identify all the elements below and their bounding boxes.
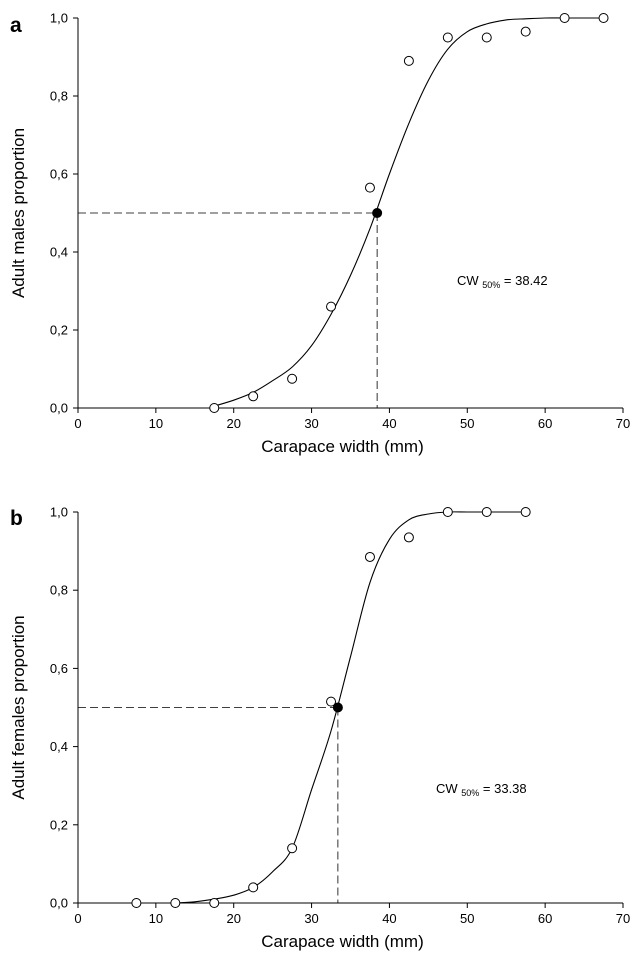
chart-a-x-tick-label: 0: [74, 416, 81, 431]
chart-b-y-tick-label: 1,0: [50, 505, 68, 520]
chart-b-cw-subscript: 50%: [461, 788, 479, 798]
chart-b-cw50-annotation: CW 50% = 33.38: [436, 781, 527, 798]
chart-b-y-tick-label: 0,6: [50, 661, 68, 676]
chart-b-data-point: [326, 696, 337, 707]
chart-b-y-axis-title: Adult females proportion: [9, 615, 28, 799]
chart-b: 0 10 20 30 40 50 60 70 0,0 0,2 0,4 0,6 0,8 1,0 Carapac…: [9, 505, 630, 952]
chart-b-panel-label: b: [10, 507, 23, 530]
chart-a-data-point: [364, 182, 375, 193]
chart-b-data-point: [364, 551, 375, 562]
chart-a-data-point: [598, 13, 609, 23]
chart-b-data-point: [248, 882, 259, 893]
chart-a: 0 10 20 30 40 50 60 70 0,0 0,2 0,4 0,6 0,8 1,0 Carapac…: [9, 11, 630, 457]
chart-a-y-axis-title: Adult males proportion: [9, 128, 28, 298]
chart-a-x-tick-label: 10: [149, 416, 163, 431]
chart-a-data-point: [209, 403, 220, 413]
chart-b-data-point: [520, 507, 531, 517]
chart-a-data-point: [520, 26, 531, 37]
chart-a-cw-subscript: 50%: [482, 280, 500, 290]
chart-a-cw50-annotation: CW 50% = 38.42: [457, 273, 548, 290]
chart-a-x-tick-label: 50: [460, 416, 474, 431]
chart-a-cw-label: CW: [457, 273, 482, 288]
chart-a-x-tick-label: 30: [304, 416, 318, 431]
chart-b-midpoint-marker: [332, 702, 343, 713]
chart-a-data-point: [559, 13, 570, 23]
chart-a-x-tick-label: 20: [226, 416, 240, 431]
chart-a-data-point: [287, 373, 298, 384]
chart-b-y-tick-label: 0,2: [50, 817, 68, 832]
chart-b-y-tick-label: 0,8: [50, 583, 68, 598]
chart-b-data-point: [209, 898, 220, 908]
chart-a-data-point: [326, 301, 337, 312]
chart-b-data-point: [403, 532, 414, 543]
chart-a-y-tick-label: 0,8: [50, 89, 68, 104]
chart-b-x-tick-label: 10: [149, 911, 163, 926]
chart-b-data-point: [170, 898, 181, 908]
chart-b-x-tick-label: 50: [460, 911, 474, 926]
chart-a-y-tick-label: 0,0: [50, 401, 68, 416]
chart-b-x-tick-label: 60: [538, 911, 552, 926]
chart-a-panel-label: a: [10, 14, 22, 37]
chart-a-x-tick-label: 60: [538, 416, 552, 431]
chart-b-y-tick-label: 0,4: [50, 739, 68, 754]
chart-b-fit-curve: [175, 511, 526, 904]
chart-b-x-tick-label: 70: [616, 911, 630, 926]
chart-a-y-tick-label: 0,6: [50, 167, 68, 182]
chart-b-x-tick-label: 40: [382, 911, 396, 926]
chart-b-cw-label: CW: [436, 781, 461, 796]
chart-a-cw-value: = 38.42: [500, 273, 547, 288]
chart-a-data-point: [403, 55, 414, 66]
chart-a-x-tick-label: 70: [616, 416, 630, 431]
chart-b-data-point: [442, 507, 453, 517]
chart-a-data-point: [481, 32, 492, 43]
chart-b-y-tick-label: 0,0: [50, 896, 68, 911]
chart-a-y-tick-label: 0,2: [50, 323, 68, 338]
chart-a-y-tick-label: 0,4: [50, 245, 68, 260]
chart-b-x-tick-label: 20: [226, 911, 240, 926]
chart-a-fit-curve: [214, 17, 604, 407]
chart-b-x-axis-title: Carapace width (mm): [261, 932, 424, 951]
chart-a-x-axis-title: Carapace width (mm): [261, 437, 424, 456]
chart-b-data-point: [131, 898, 142, 908]
chart-a-midpoint-marker: [372, 208, 383, 218]
chart-b-data-point: [481, 507, 492, 517]
chart-a-data-point: [442, 32, 453, 43]
chart-b-data-point: [287, 843, 298, 854]
chart-b-cw-value: = 33.38: [479, 781, 526, 796]
chart-a-x-tick-label: 40: [382, 416, 396, 431]
chart-a-data-point: [248, 391, 259, 402]
chart-b-x-tick-label: 0: [74, 911, 81, 926]
chart-a-y-tick-label: 1,0: [50, 11, 68, 26]
chart-b-x-tick-label: 30: [304, 911, 318, 926]
